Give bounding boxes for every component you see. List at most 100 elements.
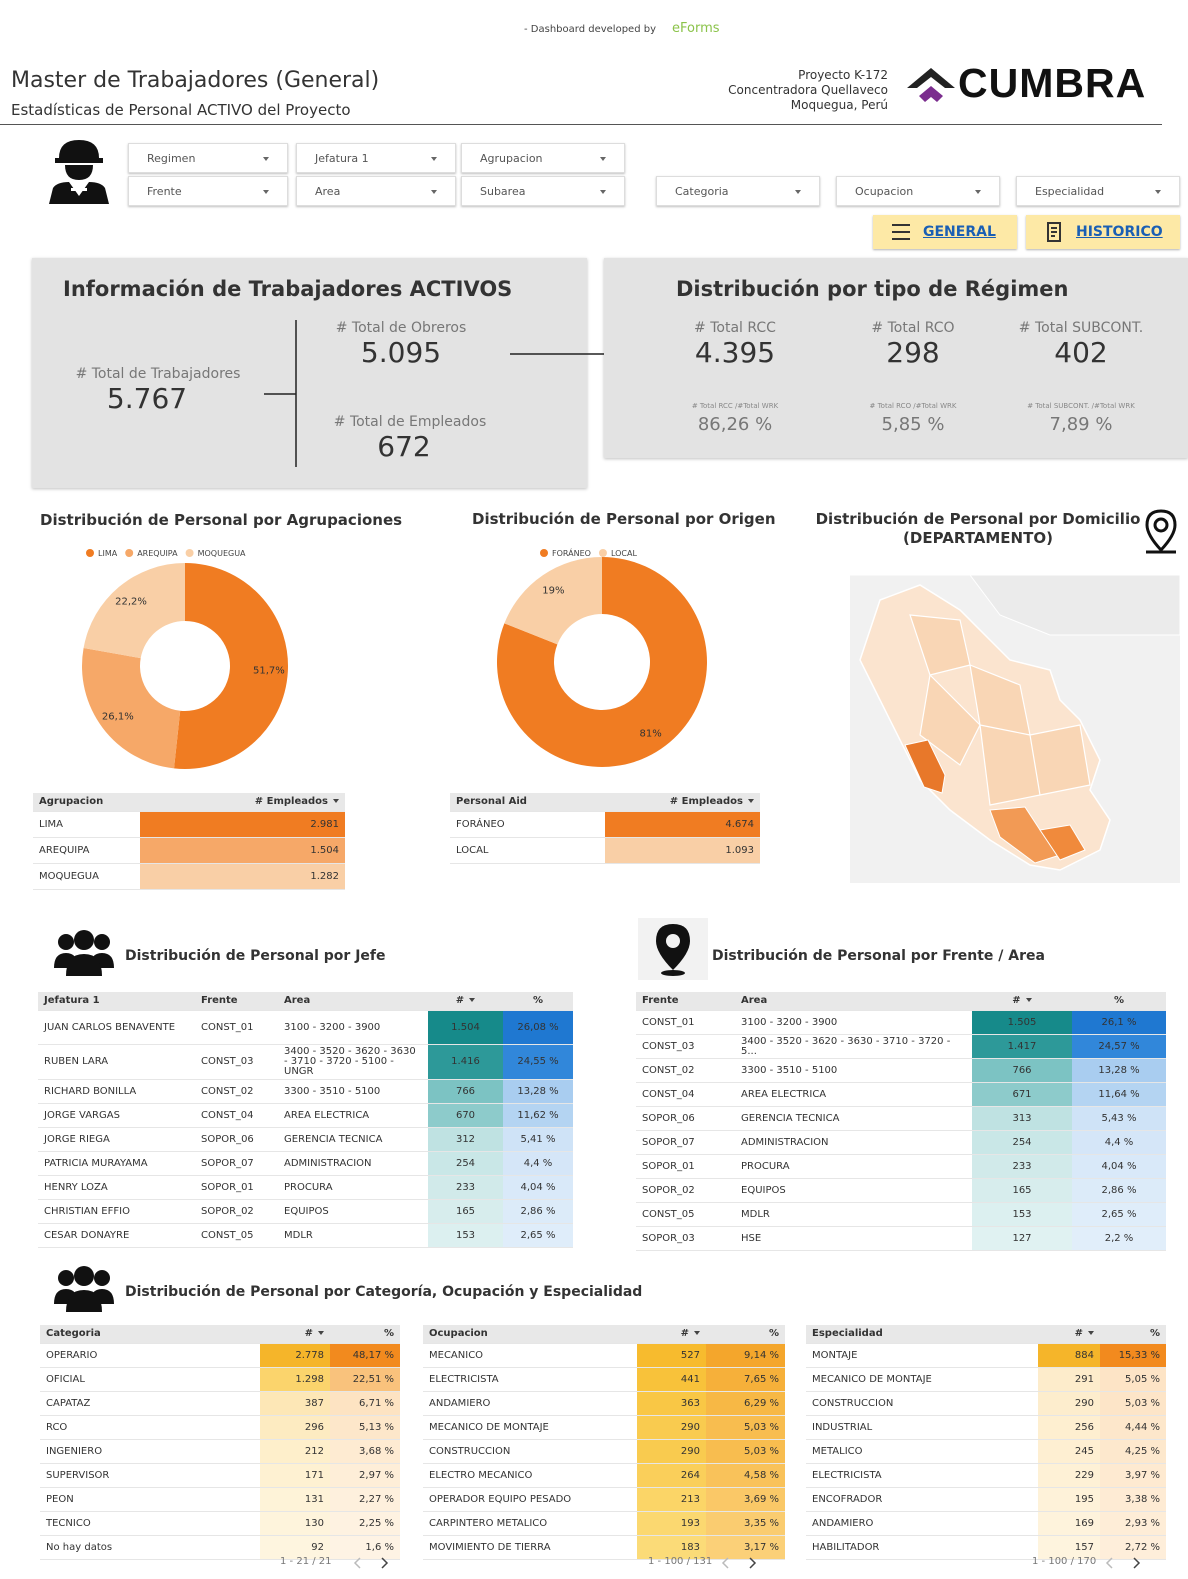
table-cell: OPERARIO [46,1349,98,1361]
kpi-label: # Total de Empleados [333,414,487,430]
table-cell: 171 [260,1464,330,1487]
table-cell: 24,55 % [503,1045,573,1079]
table-cell: 13,28 % [503,1080,573,1103]
column-header: Agrupacion [39,796,104,807]
table-cell: EQUIPOS [284,1205,329,1217]
table-header-row: Ocupacion #% [423,1325,785,1344]
table-cell: 2.981 [140,812,345,837]
table-cell: 169 [1038,1512,1100,1535]
table-cell: 245 [1038,1440,1100,1463]
filter-dropdown[interactable]: Agrupacion [461,143,625,173]
data-table: Agrupacion # Empleados LIMA 2.981 AREQUIPA 1.… [33,793,345,890]
table-cell: 212 [260,1440,330,1463]
table-header-row: Frente Area #% [636,992,1166,1011]
table-cell: 130 [260,1512,330,1535]
table-cell: 4,4 % [1072,1131,1166,1154]
table-row: SOPOR_02 EQUIPOS 165 2,86 % [636,1179,1166,1203]
table-row: ELECTRICISTA 441 7,65 % [423,1368,785,1392]
table-row: METALICO 245 4,25 % [806,1440,1166,1464]
filter-dropdown[interactable]: Frente [128,176,288,206]
donut-slice [174,563,289,769]
table-row: CESAR DONAYRE CONST_05 MDLR 153 2,65 % [38,1224,573,1248]
kpi-ratio-label: # Total RCC /#Total WRK [691,402,779,410]
filter-dropdown[interactable]: Area [296,176,456,206]
section-title: Distribución de Personal por Categoría, … [125,1284,643,1300]
filter-dropdown[interactable]: Ocupacion [836,176,1000,206]
table-cell: CONST_03 [201,1056,254,1067]
filter-dropdown[interactable]: Subarea [461,176,625,206]
table-header-row: Agrupacion # Empleados [33,793,345,812]
table-cell: 4,04 % [1072,1155,1166,1178]
table-cell: 254 [972,1131,1072,1154]
table-cell: SUPERVISOR [46,1469,110,1481]
pagination-arrows[interactable] [350,1556,400,1570]
table-cell: 2,65 % [503,1224,573,1247]
table-row: OFICIAL 1.298 22,51 % [40,1368,400,1392]
panel-title: Información de Trabajadores ACTIVOS [63,277,513,301]
table-row: FORÁNEO 4.674 [450,812,760,838]
table-cell: 884 [1038,1344,1100,1367]
project-line: Moquegua, Perú [790,98,888,112]
table-cell: HENRY LOZA [44,1181,108,1193]
table-cell: 290 [637,1416,706,1439]
table-cell: 5,03 % [706,1440,785,1463]
pagination-arrows[interactable] [718,1556,768,1570]
table-row: CONST_03 3400 - 3520 - 3620 - 3630 - 3710… [636,1035,1166,1059]
legend-swatch [598,549,607,557]
prev-arrow [721,1557,729,1569]
table-cell: SOPOR_01 [201,1181,254,1193]
table-cell: FORÁNEO [456,818,505,830]
table-cell: PROCURA [284,1181,333,1193]
table-cell: 2,86 % [1072,1179,1166,1202]
pagination: 1 - 21 / 21 [280,1556,332,1567]
column-header: Area [741,995,768,1006]
table-cell: 5,41 % [503,1128,573,1151]
table-cell: 157 [1038,1536,1100,1559]
table-row: LIMA 2.981 [33,812,345,838]
table-cell: 264 [637,1464,706,1487]
legend-swatch [125,549,134,557]
nav-button[interactable]: GENERAL [873,215,1017,249]
table-cell: 1.416 [428,1045,503,1079]
table-row: MOVIMIENTO DE TIERRA 183 3,17 % [423,1536,785,1560]
filter-dropdown[interactable]: Jefatura 1 [296,143,456,173]
project-line: Proyecto K-172 [798,68,888,82]
table-cell: CONST_05 [201,1229,254,1241]
map [850,575,1180,883]
filter-dropdown[interactable]: Regimen [128,143,288,173]
table-row: No hay datos 92 1,6 % [40,1536,400,1560]
pagination: 1 - 100 / 131 [648,1556,713,1567]
table-cell: 1.282 [140,864,345,889]
table-row: CHRISTIAN EFFIO SOPOR_02 EQUIPOS 165 2,86 % [38,1200,573,1224]
table-cell: 195 [1038,1488,1100,1511]
table-cell: 2,93 % [1100,1512,1166,1535]
table-cell: 3100 - 3200 - 3900 [284,1021,381,1033]
nav-button[interactable]: HISTORICO [1026,215,1180,249]
table-cell: SOPOR_02 [642,1184,695,1196]
filter-dropdown[interactable]: Especialidad [1016,176,1180,206]
table-cell: 1.504 [140,838,345,863]
pagination-arrows[interactable] [1102,1556,1152,1570]
project-line: Concentradora Quellaveco [728,83,888,97]
table-cell: INDUSTRIAL [812,1421,873,1433]
table-row: ENCOFRADOR 195 3,38 % [806,1488,1166,1512]
kpi-label: # Total RCC [694,320,776,336]
table-cell: 26,08 % [503,1011,573,1044]
table-cell: MDLR [284,1229,313,1241]
table-cell: 2,86 % [503,1200,573,1223]
column-header: # [1038,1325,1100,1343]
column-header: Especialidad [812,1328,883,1339]
table-cell: CONST_05 [642,1208,695,1220]
table-cell: SOPOR_07 [642,1136,695,1148]
column-header: # [972,992,1072,1010]
table-cell: 3100 - 3200 - 3900 [741,1016,838,1028]
filter-dropdown[interactable]: Categoria [656,176,820,206]
kpi-value: 5.767 [106,382,188,415]
table-cell: 313 [972,1107,1072,1130]
table-row: RCO 296 5,13 % [40,1416,400,1440]
kpi-ratio: 5,85 % [881,414,945,435]
table-cell: JUAN CARLOS BENAVENTE [44,1021,176,1033]
activos-panel [32,258,587,488]
data-table: Especialidad #% MONTAJE 884 15,33 % MECANICO … [806,1325,1166,1560]
